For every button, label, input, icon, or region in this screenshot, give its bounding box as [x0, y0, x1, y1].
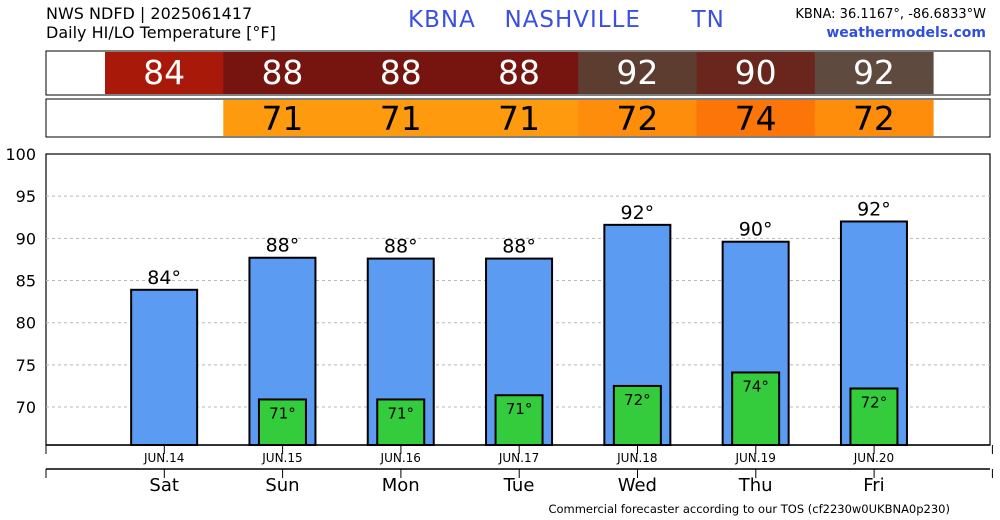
lo-bar-label: 74°	[742, 377, 769, 395]
chart-header-right: KBNA: 36.1167°, -86.6833°W weathermodels…	[795, 5, 986, 43]
y-tick-label: 90	[16, 229, 36, 248]
day-label: Mon	[382, 475, 420, 496]
hi-cell	[105, 52, 224, 94]
hi-cell	[814, 52, 934, 94]
y-tick-label: 75	[16, 356, 36, 375]
lo-bar-label: 71°	[269, 404, 296, 422]
day-label: Wed	[618, 475, 657, 496]
x-tick-label: JUN.19	[734, 451, 775, 465]
hi-bar-label: 88°	[266, 235, 300, 257]
lo-bar-label: 72°	[861, 393, 888, 411]
x-tick-label: JUN.15	[261, 451, 302, 465]
hi-cell	[459, 52, 579, 94]
station-title: KBNA NASHVILLE TN	[408, 7, 725, 33]
hi-bar-label: 88°	[384, 236, 418, 258]
hi-cell-value: 88	[380, 53, 422, 92]
y-tick-label: 70	[16, 398, 36, 417]
lo-cell-value: 71	[380, 99, 422, 138]
hi-cell-value: 90	[735, 53, 777, 92]
hi-cell	[578, 52, 697, 94]
x-tick-label: JUN.17	[498, 451, 539, 465]
x-tick-label: JUN.20	[853, 451, 894, 465]
station-id: KBNA	[408, 7, 476, 33]
hi-cell-value: 88	[261, 53, 303, 92]
lo-bar	[731, 371, 781, 447]
hi-bar-label: 84°	[147, 267, 181, 289]
y-tick-label: 95	[16, 187, 36, 206]
station-state: TN	[691, 7, 725, 33]
hi-cell	[696, 52, 816, 94]
day-label: Sun	[265, 475, 299, 496]
lo-cell-value: 74	[735, 99, 777, 138]
lo-bar	[612, 384, 662, 446]
hi-cell-value: 88	[498, 53, 540, 92]
hi-bar	[130, 288, 199, 446]
value-rows: 84 88 71 88 71 88 71 92 72 90 74 92 72	[45, 50, 991, 138]
lo-cell-value: 71	[498, 99, 540, 138]
y-tick-label: 85	[16, 272, 36, 291]
y-tick-label: 100	[5, 145, 36, 164]
day-label: Fri	[863, 475, 884, 496]
station-city: NASHVILLE	[504, 7, 641, 33]
footer-note: Commercial forecaster according to our T…	[548, 502, 950, 516]
chart-title: Daily HI/LO Temperature [°F]	[46, 23, 276, 42]
hi-bar-label: 92°	[857, 198, 891, 220]
lo-cell	[696, 100, 816, 136]
hi-bar-label: 92°	[621, 202, 655, 224]
lo-bar	[257, 398, 307, 447]
chart-header-left: NWS NDFD | 2025061417 Daily HI/LO Temper…	[46, 4, 276, 42]
site-link[interactable]: weathermodels.com	[826, 25, 986, 41]
lo-cell	[578, 100, 697, 136]
station-coordinates: KBNA: 36.1167°, -86.6833°W	[795, 7, 986, 22]
x-tick-label: JUN.16	[380, 451, 421, 465]
plot-area: 70 75 80 85 90 95 100 84° 88° 71° 88° 71° 88° 71° 92° 7…	[5, 145, 991, 447]
day-label: Tue	[503, 475, 535, 496]
hi-cell	[341, 52, 461, 94]
model-run-label: NWS NDFD | 2025061417	[46, 4, 253, 23]
lo-bar-label: 71°	[387, 404, 414, 422]
day-label: Thu	[738, 475, 773, 496]
hi-bar-label: 90°	[739, 219, 773, 241]
lo-bar-label: 71°	[506, 400, 533, 418]
hi-cell-value: 84	[143, 53, 185, 92]
lo-cell	[223, 100, 343, 136]
lo-cell-value: 72	[853, 99, 895, 138]
hi-bar-label: 88°	[502, 236, 536, 258]
day-label: Sat	[149, 475, 179, 496]
lo-cell	[814, 100, 934, 136]
lo-cell	[341, 100, 461, 136]
lo-cell-value: 71	[261, 99, 303, 138]
x-tick-label: JUN.18	[616, 451, 657, 465]
lo-cell	[459, 100, 579, 136]
hi-cell-value: 92	[616, 53, 658, 92]
hi-cell-value: 92	[853, 53, 895, 92]
x-tick-label: JUN.14	[143, 451, 184, 465]
y-tick-label: 80	[16, 314, 36, 333]
lo-cell-value: 72	[616, 99, 658, 138]
lo-bar-label: 72°	[624, 391, 651, 409]
x-axis: JUN.14 Sat JUN.15 Sun JUN.16 Mon JUN.17 Tue JUN.…	[45, 444, 993, 496]
hi-cell	[223, 52, 343, 94]
